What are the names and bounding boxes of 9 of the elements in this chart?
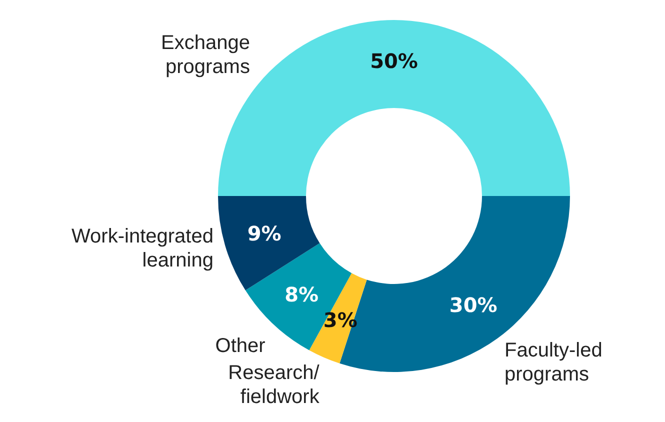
slice-label: Other xyxy=(215,335,266,358)
slice-label: Faculty-led programs xyxy=(504,340,602,386)
slice-label: Exchange programs xyxy=(161,32,250,78)
data-label: 9% xyxy=(247,222,282,246)
slice-label: Research/ fieldwork xyxy=(228,362,320,408)
data-label: 30% xyxy=(449,293,498,318)
slice-label: Work-integrated learning xyxy=(72,225,214,272)
data-label: 8% xyxy=(284,282,319,306)
data-label: 50% xyxy=(370,49,418,73)
